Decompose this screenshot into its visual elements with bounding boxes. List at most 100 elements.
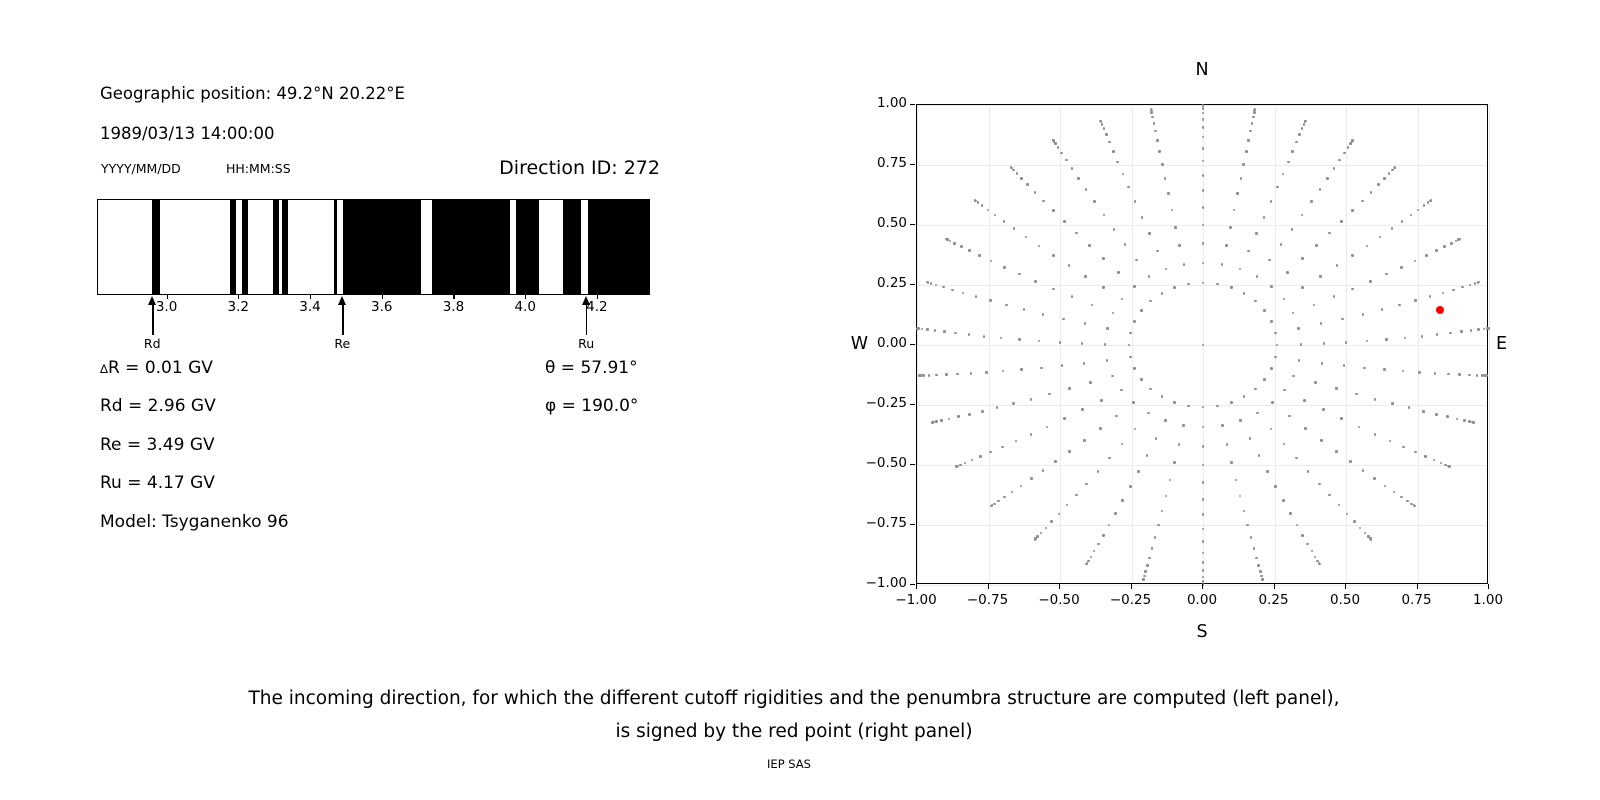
direction-dot (1096, 542, 1100, 546)
direction-dot (1263, 309, 1266, 312)
direction-dot (1432, 458, 1436, 462)
direction-dot (1041, 312, 1045, 316)
direction-dot (1468, 373, 1471, 377)
direction-dot (1402, 445, 1405, 449)
direction-dot (1409, 213, 1413, 217)
direction-dot (1002, 220, 1006, 223)
x-tick (1488, 584, 1490, 589)
y-tick (910, 404, 915, 406)
gridline-horizontal (917, 165, 1487, 166)
direction-dot (1160, 509, 1164, 513)
direction-dot (1413, 450, 1417, 454)
direction-dot (1390, 227, 1394, 230)
direction-dot (1366, 535, 1370, 538)
direction-dot (1435, 249, 1438, 252)
direction-dot (1201, 159, 1205, 163)
direction-dot (1301, 286, 1304, 289)
direction-dot (1391, 168, 1394, 172)
direction-dot (1281, 172, 1285, 176)
direction-dot (1301, 533, 1305, 537)
direction-dot (1140, 378, 1143, 381)
direction-dot (1096, 470, 1100, 473)
direction-dot (1067, 264, 1071, 268)
direction-dot (1400, 220, 1404, 223)
direction-dot (1201, 551, 1205, 555)
direction-dot (1446, 415, 1449, 419)
direction-dot (1282, 499, 1285, 502)
direction-dot (1133, 367, 1136, 371)
gridline-vertical (1346, 105, 1347, 583)
direction-dot (1256, 411, 1259, 415)
direction-dot (1153, 536, 1157, 539)
direction-dot (916, 326, 919, 330)
direction-dot (947, 417, 951, 421)
time-format-label: HH:MM:SS (226, 161, 291, 176)
direction-dot (1085, 562, 1088, 566)
gridline-horizontal (917, 525, 1487, 526)
direction-dot (1042, 199, 1045, 203)
direction-dot (1140, 309, 1143, 312)
stat-re: Re = 3.49 GV (100, 435, 215, 455)
direction-dot (1020, 368, 1023, 371)
gridline-horizontal (917, 405, 1487, 406)
direction-dot (935, 420, 938, 423)
direction-dot (1102, 127, 1106, 130)
direction-dot (1026, 183, 1030, 186)
direction-dot (1291, 311, 1295, 315)
direction-dot (1201, 103, 1205, 107)
penumbra-x-tick (596, 295, 599, 299)
direction-dot (1481, 374, 1484, 377)
direction-dot (1401, 369, 1405, 373)
direction-dot (1058, 340, 1062, 344)
direction-dot (1252, 547, 1256, 550)
direction-dot (1018, 272, 1021, 276)
direction-dot (1062, 317, 1065, 321)
direction-dot (1295, 140, 1298, 144)
penumbra-allowed-band (432, 200, 510, 294)
direction-dot (1201, 126, 1205, 129)
cutoff-arrow-head-re (338, 296, 347, 305)
cutoff-arrow-ru (586, 304, 588, 335)
direction-dot (1115, 414, 1118, 418)
stat-delta-r: ∆R = 0.01 GV (100, 358, 213, 378)
penumbra-allowed-band (242, 200, 249, 294)
direction-dot (1070, 167, 1074, 170)
credit-text: IEP SAS (767, 757, 811, 771)
direction-dot (1117, 271, 1120, 274)
direction-dot (1449, 241, 1453, 245)
direction-dot (1230, 401, 1233, 404)
delta-symbol: ∆ (100, 362, 108, 376)
direction-dot (1255, 556, 1258, 560)
direction-dot (1295, 456, 1298, 460)
direction-dot (1254, 387, 1257, 391)
compass-label-south: S (1196, 622, 1208, 642)
direction-dot (1164, 494, 1168, 498)
direction-dot (1312, 303, 1316, 307)
direction-dot (1150, 547, 1154, 550)
penumbra-x-tick (525, 295, 527, 299)
direction-dot (1435, 333, 1439, 336)
direction-dot (1100, 123, 1104, 126)
direction-dot (1369, 537, 1373, 541)
direction-dot (944, 373, 948, 376)
x-tick (1130, 584, 1132, 589)
direction-dot (1102, 213, 1106, 217)
direction-dot (1242, 163, 1246, 166)
direction-dot (989, 259, 993, 263)
direction-dot (1340, 417, 1343, 420)
direction-dot (1085, 482, 1089, 486)
direction-dot (986, 208, 990, 212)
direction-dot (1143, 574, 1146, 578)
direction-dot (1242, 395, 1246, 398)
direction-dot (1201, 463, 1205, 467)
penumbra-x-tick (453, 295, 455, 299)
direction-dot (1120, 388, 1123, 392)
direction-dot (1342, 364, 1346, 368)
direction-dot (1338, 158, 1341, 162)
direction-dot (1429, 199, 1433, 202)
direction-dot (1149, 387, 1152, 391)
direction-dot (1276, 185, 1279, 189)
direction-dot (1147, 275, 1151, 278)
x-tick-label: −0.25 (1109, 592, 1152, 608)
